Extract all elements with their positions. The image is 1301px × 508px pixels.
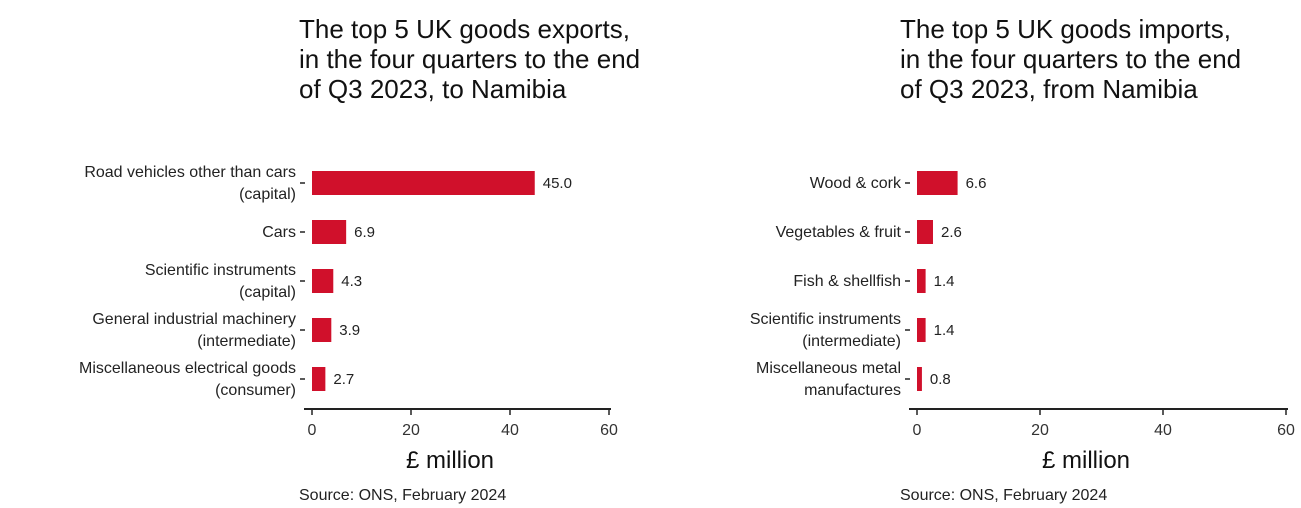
category-label: Road vehicles other than cars (capital): [84, 164, 296, 203]
x-tick-label: 0: [913, 422, 922, 439]
x-tick-label: 60: [1277, 422, 1295, 439]
data-label: 45.0: [543, 175, 572, 192]
x-tick-label: 40: [501, 422, 519, 439]
exports-bar-chart: 0 20 40 60 Road vehicles other than cars (cap…: [79, 164, 618, 439]
bar: [312, 220, 347, 244]
category-label: Wood & cork: [810, 175, 902, 192]
data-label: 1.4: [934, 273, 955, 290]
bar: [312, 171, 535, 195]
chart-title: The top 5 UK goods imports, in the four …: [900, 14, 1242, 104]
category-label: Fish & shellfish: [793, 273, 901, 290]
data-label: 0.8: [930, 371, 951, 388]
bar: [917, 269, 926, 293]
category-label: Miscellaneous electrical goods (consumer): [79, 360, 296, 399]
x-tick-label: 0: [308, 422, 317, 439]
x-tick-label: 20: [402, 422, 420, 439]
x-axis-title: £ million: [1042, 447, 1131, 474]
data-label: 1.4: [934, 322, 955, 339]
data-label: 4.3: [341, 273, 362, 290]
x-tick-label: 60: [600, 422, 618, 439]
x-tick-label: 20: [1031, 422, 1049, 439]
category-label: Vegetables & fruit: [776, 224, 902, 241]
bar: [917, 220, 933, 244]
bar: [917, 171, 958, 195]
category-label: Scientific instruments (intermediate): [750, 311, 901, 350]
data-label: 2.6: [941, 224, 962, 241]
source-note: Source: ONS, February 2024: [900, 487, 1108, 504]
category-label: General industrial machinery (intermediat…: [92, 311, 296, 350]
bar: [917, 367, 922, 391]
exports-chart-panel: The top 5 UK goods exports, in the four …: [0, 0, 650, 508]
x-tick-label: 40: [1154, 422, 1172, 439]
bar: [312, 318, 332, 342]
source-note: Source: ONS, February 2024: [299, 487, 507, 504]
bar: [312, 367, 326, 391]
imports-chart-panel: The top 5 UK goods imports, in the four …: [650, 0, 1301, 508]
data-label: 2.7: [333, 371, 354, 388]
category-label: Cars: [262, 224, 296, 241]
category-label: Scientific instruments (capital): [145, 262, 296, 301]
category-label: Miscellaneous metal manufactures: [756, 360, 901, 399]
bar: [312, 269, 334, 293]
data-label: 6.6: [966, 175, 987, 192]
chart-title: The top 5 UK goods exports, in the four …: [299, 14, 641, 104]
x-axis-title: £ million: [406, 447, 495, 474]
data-label: 6.9: [354, 224, 375, 241]
bar: [917, 318, 926, 342]
data-label: 3.9: [339, 322, 360, 339]
imports-bar-chart: 0 20 40 60 Wood & cork 6.6 Vegetables & fruit 2…: [750, 171, 1295, 439]
